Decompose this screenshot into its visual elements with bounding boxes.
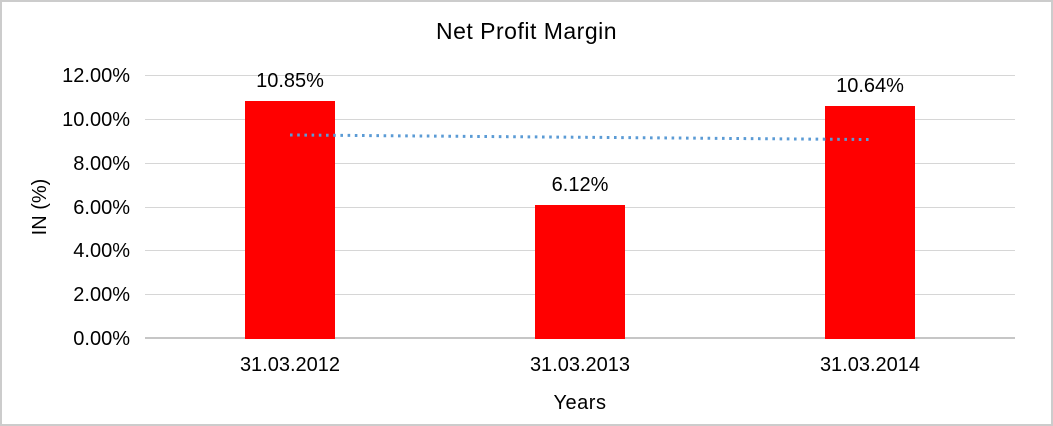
x-axis-tick-label: 31.03.2014 xyxy=(819,354,921,376)
y-axis: 0.00% 2.00% 4.00% 6.00% 8.00% 10.00% 12.00% xyxy=(2,65,130,350)
chart-title: Net Profit Margin xyxy=(435,18,618,44)
y-axis-tick-label: 10.00% xyxy=(62,108,130,131)
trendline-segment xyxy=(289,133,871,142)
gridline xyxy=(145,118,1015,120)
trendline xyxy=(289,133,871,142)
bar-value-label: 10.64% xyxy=(836,74,904,97)
bar-value-label: 10.85% xyxy=(256,70,324,93)
chart-bar xyxy=(535,204,625,339)
chart-bar xyxy=(245,101,335,339)
y-axis-tick-label: 8.00% xyxy=(73,152,130,175)
y-axis-tick-label: 4.00% xyxy=(73,240,130,263)
x-axis-tick-label: 31.03.2012 xyxy=(239,354,341,376)
x-axis-title: Years xyxy=(553,392,607,414)
gridline xyxy=(145,162,1015,164)
y-axis-tick-label: 6.00% xyxy=(73,196,130,219)
y-axis-tick-label: 0.00% xyxy=(73,328,130,350)
chart-bar xyxy=(825,105,915,339)
y-axis-tick-label: 12.00% xyxy=(62,65,130,87)
x-axis-tick-label: 31.03.2013 xyxy=(529,354,631,376)
bar-value-label: 6.12% xyxy=(551,173,609,196)
y-axis-tick-label: 2.00% xyxy=(73,284,130,307)
x-axis: 31.03.2012 31.03.2013 31.03.2014 xyxy=(145,353,1015,377)
gridline xyxy=(145,75,1015,76)
plot-area: 10.85% 6.12% 10.64% xyxy=(145,70,1015,339)
